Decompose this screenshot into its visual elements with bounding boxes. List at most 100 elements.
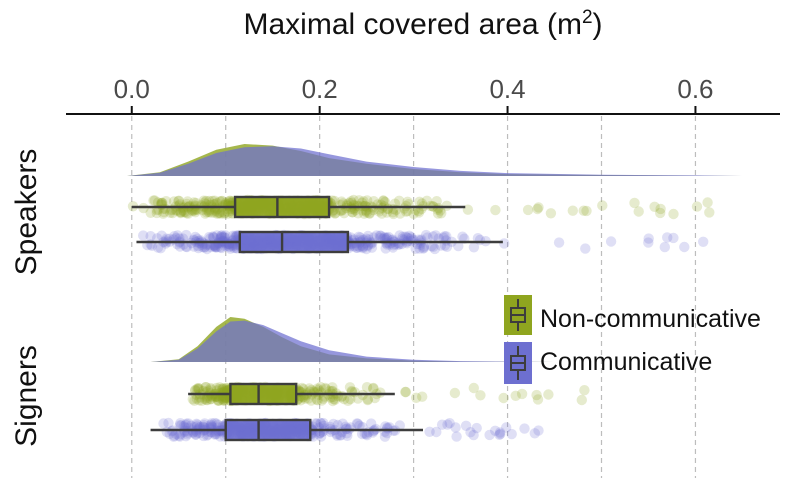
data-point: [450, 422, 461, 433]
data-point: [201, 430, 213, 441]
data-point: [219, 208, 230, 219]
data-point: [432, 208, 444, 219]
data-point: [400, 386, 412, 398]
data-point: [214, 384, 225, 395]
boxplot-speakers-non-communicative: [131, 195, 466, 219]
grid-layer: [131, 116, 697, 478]
data-point: [191, 426, 202, 437]
x-tick-label-2: 0.4: [489, 74, 525, 104]
data-point: [490, 425, 501, 436]
data-point: [522, 204, 534, 216]
data-point: [352, 242, 363, 253]
data-point: [218, 395, 229, 406]
data-point: [187, 394, 198, 405]
data-point: [342, 430, 353, 441]
data-point: [215, 242, 226, 253]
data-point: [545, 208, 557, 219]
data-point: [388, 208, 399, 220]
data-point: [351, 242, 362, 253]
chart-title-unit-close: ): [593, 8, 603, 41]
data-point: [495, 428, 506, 440]
data-point: [691, 201, 703, 212]
density-speakers-communicative: [127, 146, 743, 176]
data-point: [659, 241, 670, 253]
data-point: [181, 229, 192, 241]
data-point: [381, 238, 392, 249]
data-point: [216, 242, 227, 254]
data-point: [215, 232, 227, 243]
data-point: [329, 394, 341, 405]
data-point: [217, 383, 228, 394]
data-point: [193, 384, 204, 395]
data-point: [165, 207, 176, 218]
data-point: [210, 205, 221, 217]
data-point: [531, 389, 542, 401]
data-point: [205, 394, 216, 405]
data-point: [173, 200, 185, 211]
data-point: [180, 241, 192, 252]
chart-title: Maximal covered area (m2): [243, 7, 602, 41]
data-point: [655, 207, 666, 219]
data-point: [418, 243, 429, 254]
data-point: [298, 383, 309, 395]
data-point: [361, 430, 373, 441]
data-point: [171, 428, 182, 440]
data-point: [158, 208, 169, 219]
data-point: [379, 431, 391, 442]
data-point: [431, 426, 442, 438]
data-point: [204, 231, 215, 243]
data-point: [379, 233, 390, 244]
data-point: [499, 238, 510, 249]
data-point: [185, 420, 197, 431]
data-point: [212, 395, 224, 406]
data-point: [576, 394, 587, 406]
data-point: [668, 208, 679, 220]
data-point: [230, 232, 241, 243]
data-point: [361, 428, 372, 440]
data-point: [382, 203, 393, 214]
data-point: [400, 386, 411, 398]
data-point: [375, 230, 386, 241]
data-point: [331, 428, 343, 440]
data-point: [316, 418, 327, 429]
data-point: [403, 233, 414, 244]
data-point: [444, 418, 455, 429]
data-point: [310, 418, 321, 429]
data-point: [206, 393, 217, 405]
data-point: [348, 194, 359, 206]
data-point: [216, 390, 227, 401]
data-point: [212, 419, 223, 431]
data-point: [501, 422, 512, 433]
data-point: [381, 233, 392, 244]
data-point: [345, 196, 357, 207]
data-point: [220, 393, 231, 404]
data-point: [420, 229, 432, 241]
data-point: [206, 418, 217, 429]
data-point: [343, 197, 355, 209]
data-point: [655, 203, 666, 215]
data-point: [189, 200, 200, 211]
chart-title-main: Maximal covered area: [243, 8, 538, 41]
data-point: [494, 427, 506, 438]
data-point: [224, 195, 235, 207]
data-point: [475, 390, 486, 401]
data-point: [228, 238, 239, 249]
data-point: [401, 238, 413, 249]
data-point: [338, 393, 350, 405]
data-point: [202, 429, 214, 440]
data-point: [348, 200, 360, 211]
data-point: [453, 240, 464, 252]
data-point: [224, 241, 235, 253]
data-point: [191, 418, 202, 429]
data-point: [348, 241, 360, 252]
density-layer: [127, 144, 743, 362]
data-point: [200, 208, 211, 219]
legend: Non-communicative Communicative: [504, 295, 761, 384]
data-point: [379, 231, 390, 243]
data-point: [190, 384, 201, 396]
data-point: [436, 208, 447, 219]
data-point: [451, 431, 462, 442]
data-point: [414, 243, 425, 254]
data-point: [315, 417, 326, 429]
data-point: [320, 382, 331, 394]
